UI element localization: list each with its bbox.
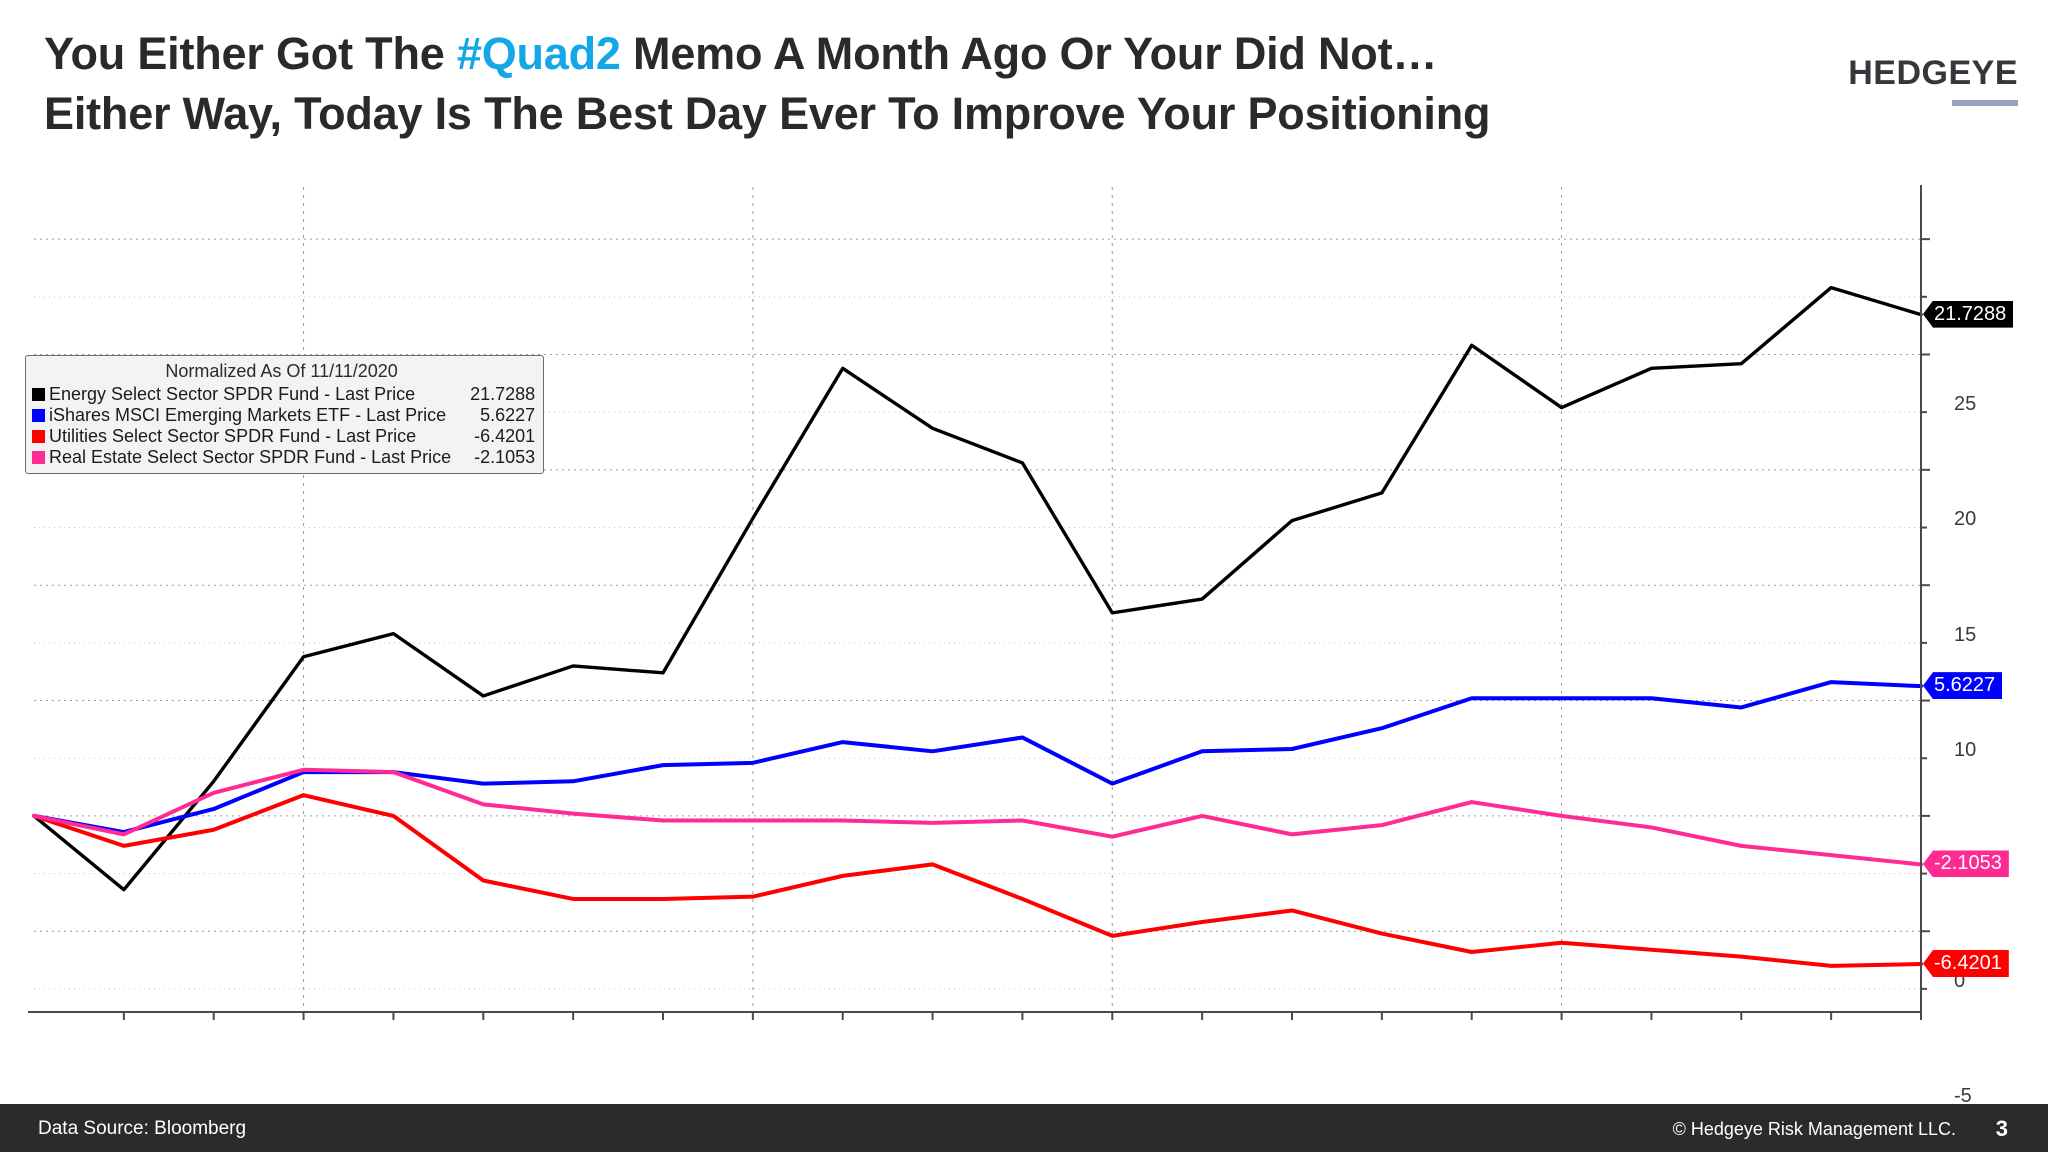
hedgeye-logo: HEDGEYE: [1848, 55, 2018, 106]
legend-item-label: iShares MSCI Emerging Markets ETF - Last…: [49, 405, 447, 425]
y-axis-labels: 2520151050-5: [1940, 350, 2040, 1152]
legend-item-label: Energy Select Sector SPDR Fund - Last Pr…: [49, 384, 416, 404]
legend-item[interactable]: Real Estate Select Sector SPDR Fund - La…: [32, 447, 535, 468]
legend-item[interactable]: Energy Select Sector SPDR Fund - Last Pr…: [32, 384, 535, 405]
slide-header: You Either Got The #Quad2 Memo A Month A…: [0, 0, 2048, 165]
legend-color-swatch: [32, 430, 45, 443]
y-axis-tick-label: 20: [1954, 508, 1977, 531]
brand-accent-rule: [1952, 100, 2018, 106]
series-line: [32, 767, 1923, 867]
series-end-value-tag: 5.6227: [1923, 672, 2003, 700]
series-end-value-tag: 21.7288: [1923, 300, 2014, 328]
axis-tick-marks: [122, 238, 1930, 1020]
legend-item[interactable]: iShares MSCI Emerging Markets ETF - Last…: [32, 405, 535, 426]
page-title: You Either Got The #Quad2 Memo A Month A…: [44, 24, 1804, 144]
slide-footer-bar: Data Source: Bloomberg © Hedgeye Risk Ma…: [0, 1104, 2048, 1152]
brand-wordmark: HEDGEYE: [1848, 54, 2018, 92]
grid-lines-vertical: [303, 187, 1563, 1012]
chart-container: Normalized As Of 11/11/2020 Energy Selec…: [0, 165, 2048, 1107]
y-axis-tick-label: 25: [1954, 393, 1977, 416]
y-axis-tick-label: 15: [1954, 623, 1977, 646]
series-end-value-tag: -6.4201: [1923, 950, 2009, 978]
series-line: [32, 793, 1923, 968]
legend-rows: Energy Select Sector SPDR Fund - Last Pr…: [32, 384, 535, 468]
series-line: [32, 680, 1923, 835]
title-text-post: Memo A Month Ago Or Your Did Not…: [620, 28, 1438, 79]
legend-item-value: -6.4201: [474, 426, 536, 446]
y-axis-tick-label: 0: [1954, 969, 1966, 992]
title-text-pre: You Either Got The: [44, 28, 457, 79]
series-end-value-tag: -2.1053: [1923, 850, 2009, 878]
series-line: [32, 285, 1923, 892]
legend-item-value: 5.6227: [480, 405, 536, 425]
y-axis-tick-label: 10: [1954, 739, 1977, 762]
footer-data-source: Data Source: Bloomberg: [38, 1118, 247, 1139]
chart-legend[interactable]: Normalized As Of 11/11/2020 Energy Selec…: [25, 355, 545, 474]
y-axis-tick-label: -5: [1954, 1085, 1972, 1108]
title-line-1: You Either Got The #Quad2 Memo A Month A…: [44, 24, 1804, 84]
legend-item[interactable]: Utilities Select Sector SPDR Fund - Last…: [32, 426, 535, 447]
legend-color-swatch: [32, 451, 45, 464]
footer-page-number: 3: [1995, 1116, 2008, 1141]
title-hashtag-quad2: #Quad2: [456, 28, 621, 79]
footer-copyright: © Hedgeye Risk Management LLC.: [1672, 1119, 1956, 1139]
legend-item-label: Utilities Select Sector SPDR Fund - Last…: [49, 426, 417, 446]
legend-color-swatch: [32, 388, 45, 401]
title-line-2: Either Way, Today Is The Best Day Ever T…: [44, 88, 1491, 139]
chart-plot-area: [28, 185, 1933, 1020]
legend-item-value: -2.1053: [474, 447, 536, 467]
line-chart-svg: [28, 185, 1930, 1020]
grid-lines-major: [34, 238, 1921, 932]
legend-color-swatch: [32, 409, 45, 422]
series-lines: [32, 285, 1923, 968]
legend-title: Normalized As Of 11/11/2020: [165, 361, 398, 381]
legend-item-value: 21.7288: [470, 384, 536, 404]
legend-item-label: Real Estate Select Sector SPDR Fund - La…: [49, 447, 452, 467]
